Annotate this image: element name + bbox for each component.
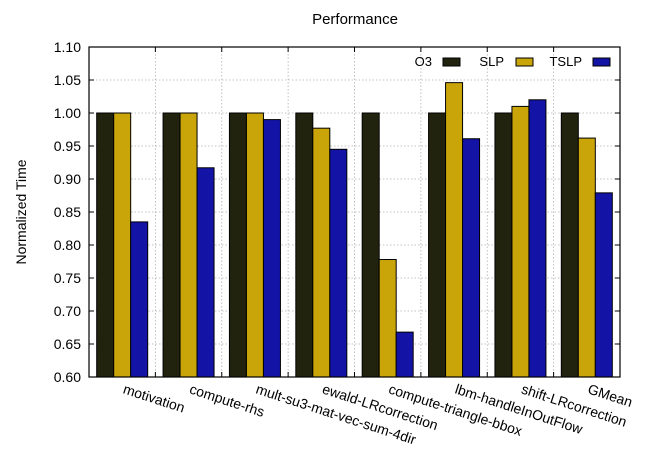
y-tick-label: 1.05 <box>54 72 81 88</box>
legend: O3 SLP TSLP <box>415 54 611 69</box>
bar-slp-shift-LRcorrection <box>511 105 530 378</box>
y-tick-label: 0.85 <box>54 204 81 220</box>
y-tick-label: 0.95 <box>54 138 81 154</box>
y-tick-label: 1.10 <box>54 39 81 55</box>
legend-swatch-o3 <box>442 57 461 67</box>
bar-o3-shift-LRcorrection <box>494 112 513 378</box>
bar-o3-ewald-LRcorrection <box>295 112 314 378</box>
bar-o3-lbm-handleInOutFlow <box>428 112 447 378</box>
bar-tslp-GMean <box>594 192 613 378</box>
bar-slp-ewald-LRcorrection <box>312 127 331 378</box>
bar-tslp-shift-LRcorrection <box>528 99 547 378</box>
y-tick-label: 0.60 <box>54 369 81 385</box>
bar-tslp-mult-su3-mat-vec-sum-4dir <box>262 119 281 378</box>
bar-o3-compute-triangle-bbox <box>361 112 380 378</box>
bar-slp-motivation <box>113 112 132 378</box>
bar-tslp-motivation <box>130 221 149 378</box>
bar-o3-mult-su3-mat-vec-sum-4dir <box>228 112 247 378</box>
x-tick-label: compute-rhs <box>188 381 267 420</box>
y-tick-label: 0.80 <box>54 237 81 253</box>
chart-title: Performance <box>312 11 398 28</box>
y-tick-label: 1.00 <box>54 105 81 121</box>
bar-o3-motivation <box>96 112 115 378</box>
y-ticks: 0.60 0.65 0.70 0.75 0.80 0.85 0.90 0.95 1.00 1.05… <box>54 39 620 385</box>
bar-slp-GMean <box>577 137 596 378</box>
bar-o3-compute-rhs <box>162 112 181 378</box>
bar-slp-compute-rhs <box>179 112 198 378</box>
legend-label-o3: O3 <box>415 54 432 69</box>
legend-swatch-slp <box>515 57 534 67</box>
y-tick-label: 0.65 <box>54 336 81 352</box>
y-axis-label: Normalized Time <box>13 159 29 264</box>
y-tick-label: 0.75 <box>54 270 81 286</box>
y-tick-label: 0.90 <box>54 171 81 187</box>
bar-tslp-compute-triangle-bbox <box>395 331 414 378</box>
bar-tslp-lbm-handleInOutFlow <box>462 138 481 378</box>
legend-label-slp: SLP <box>479 54 504 69</box>
bar-slp-compute-triangle-bbox <box>378 259 397 378</box>
bar-slp-lbm-handleInOutFlow <box>445 82 464 378</box>
x-tick-label: motivation <box>121 381 187 416</box>
bar-tslp-compute-rhs <box>196 167 215 378</box>
legend-swatch-tslp <box>592 57 611 67</box>
y-tick-label: 0.70 <box>54 303 81 319</box>
bar-tslp-ewald-LRcorrection <box>329 148 348 378</box>
bar-slp-mult-su3-mat-vec-sum-4dir <box>245 112 264 378</box>
legend-label-tslp: TSLP <box>549 54 582 69</box>
bar-o3-GMean <box>560 112 579 378</box>
bars <box>96 82 613 378</box>
